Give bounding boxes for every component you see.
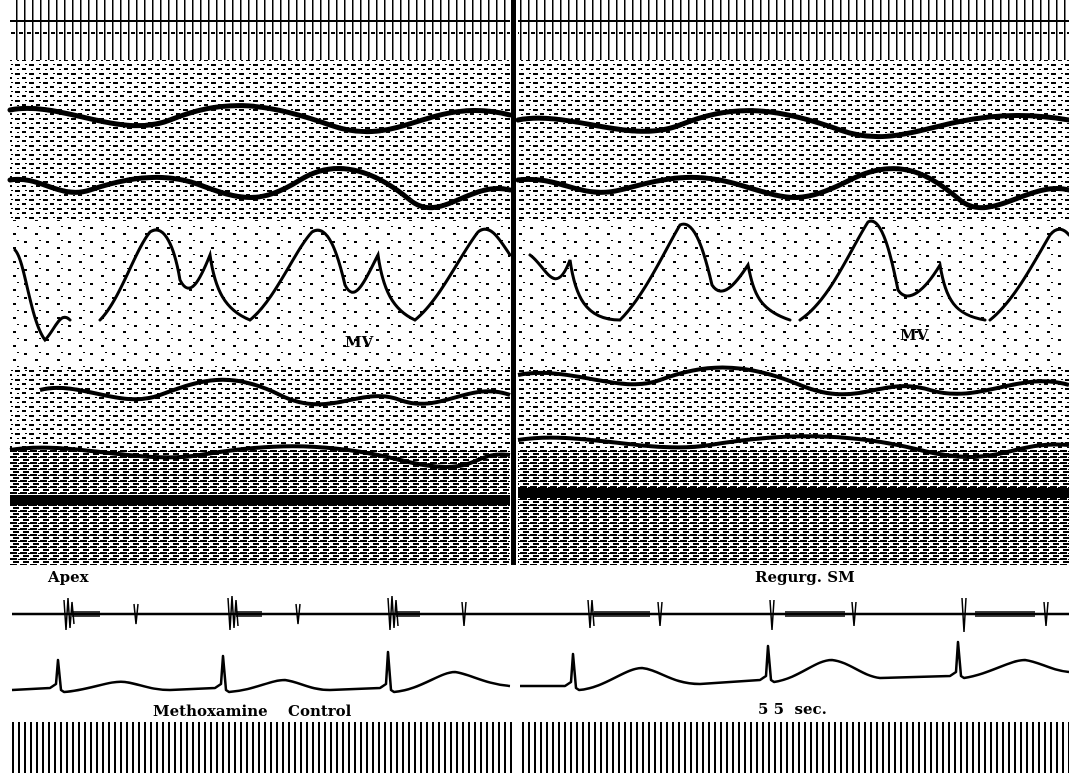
panel-divider [511, 0, 516, 565]
phonocardiogram-trace [12, 595, 1069, 633]
apex-label: Apex [48, 568, 89, 586]
control-caption: Control [288, 702, 352, 720]
regurg-sm-label: Regurg. SM [755, 568, 855, 586]
methoxamine-caption: Methoxamine [153, 702, 268, 720]
ecg-trace [11, 640, 1069, 694]
duration-caption: 5 5 sec. [758, 700, 827, 718]
mv-label-left: MV [345, 333, 374, 351]
echo-panel-right: MV [515, 0, 1069, 565]
echo-panel-left: MV [7, 0, 513, 565]
mv-label-right: MV [900, 326, 929, 344]
time-marker-strip [12, 722, 1069, 773]
